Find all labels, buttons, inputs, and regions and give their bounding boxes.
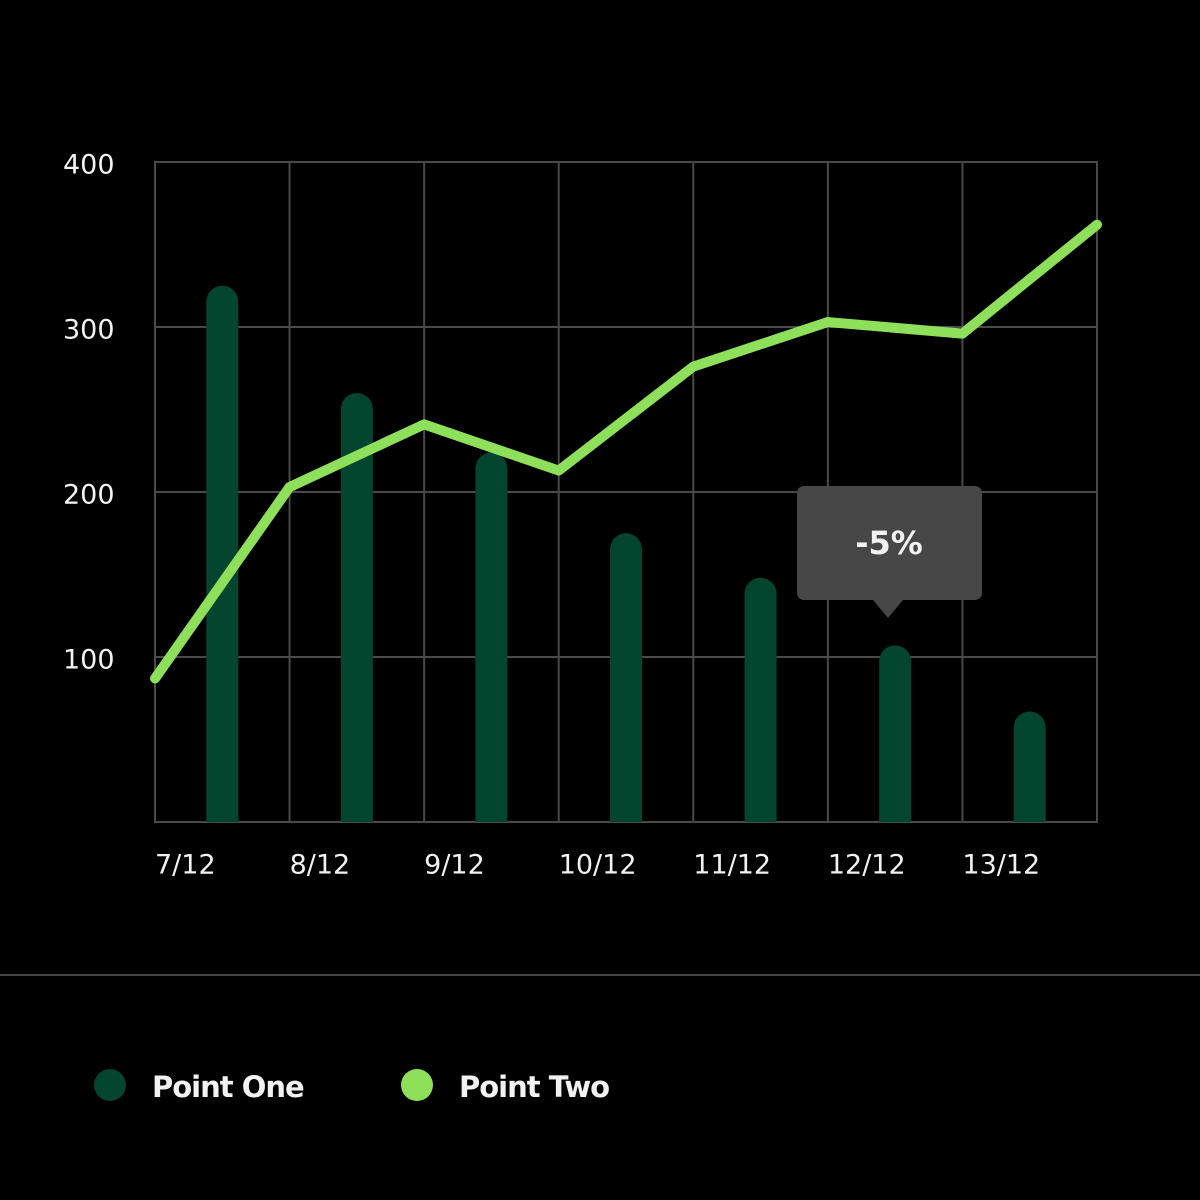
- legend-marker: [94, 1069, 126, 1101]
- x-tick-label: 7/12: [155, 850, 216, 881]
- bar: [475, 452, 508, 822]
- y-tick-label: 300: [63, 315, 115, 346]
- bar: [206, 285, 239, 822]
- legend-label: Point One: [152, 1070, 304, 1104]
- bar: [610, 533, 642, 822]
- x-tick-label: 10/12: [559, 850, 637, 881]
- x-tick-label: 9/12: [424, 850, 485, 881]
- tooltip-text: -5%: [855, 524, 923, 562]
- bar: [744, 577, 777, 822]
- bar: [879, 645, 912, 822]
- line: [150, 219, 1102, 684]
- y-tick-label: 400: [63, 150, 115, 181]
- legend-label: Point Two: [459, 1070, 609, 1104]
- x-tick-label: 8/12: [290, 850, 351, 881]
- bar: [340, 393, 373, 822]
- tooltip-box: [797, 486, 982, 618]
- x-tick-label: 13/12: [962, 850, 1040, 881]
- y-tick-label: 200: [63, 480, 115, 511]
- x-tick-label: 11/12: [693, 850, 771, 881]
- legend-marker: [401, 1069, 433, 1101]
- y-tick-label: 100: [63, 645, 115, 676]
- bar: [1013, 711, 1046, 822]
- x-tick-label: 12/12: [828, 850, 906, 881]
